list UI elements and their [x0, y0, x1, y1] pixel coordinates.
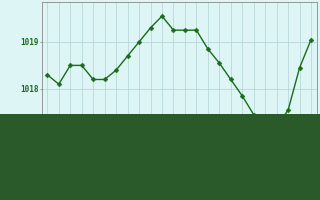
X-axis label: Graphe pression niveau de la mer (hPa): Graphe pression niveau de la mer (hPa): [68, 179, 291, 189]
